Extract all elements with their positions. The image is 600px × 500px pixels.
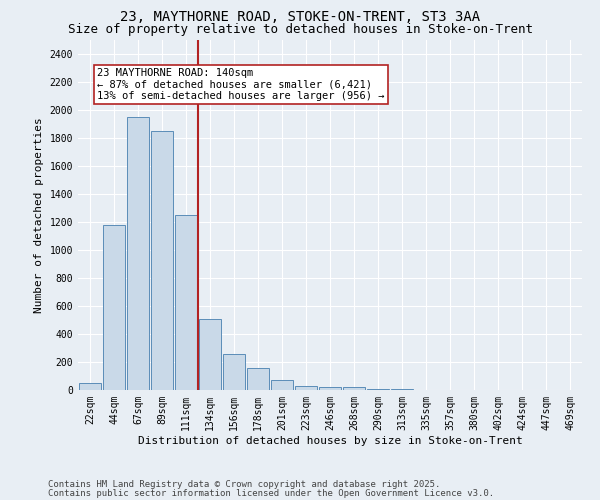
Bar [199, 318, 221, 390]
Text: Contains public sector information licensed under the Open Government Licence v3: Contains public sector information licen… [48, 489, 494, 498]
Bar [295, 386, 317, 390]
Bar [151, 131, 173, 390]
Bar [343, 387, 365, 390]
Text: Size of property relative to detached houses in Stoke-on-Trent: Size of property relative to detached ho… [67, 22, 533, 36]
Text: 23 MAYTHORNE ROAD: 140sqm
← 87% of detached houses are smaller (6,421)
13% of se: 23 MAYTHORNE ROAD: 140sqm ← 87% of detac… [97, 68, 385, 101]
Bar [103, 226, 125, 390]
Bar [247, 368, 269, 390]
Text: 23, MAYTHORNE ROAD, STOKE-ON-TRENT, ST3 3AA: 23, MAYTHORNE ROAD, STOKE-ON-TRENT, ST3 … [120, 10, 480, 24]
Text: Contains HM Land Registry data © Crown copyright and database right 2025.: Contains HM Land Registry data © Crown c… [48, 480, 440, 489]
Bar [319, 386, 341, 390]
X-axis label: Distribution of detached houses by size in Stoke-on-Trent: Distribution of detached houses by size … [137, 436, 523, 446]
Bar [127, 117, 149, 390]
Bar [271, 380, 293, 390]
Bar [175, 215, 197, 390]
Y-axis label: Number of detached properties: Number of detached properties [34, 117, 44, 313]
Bar [79, 383, 101, 390]
Bar [367, 389, 389, 390]
Bar [223, 354, 245, 390]
